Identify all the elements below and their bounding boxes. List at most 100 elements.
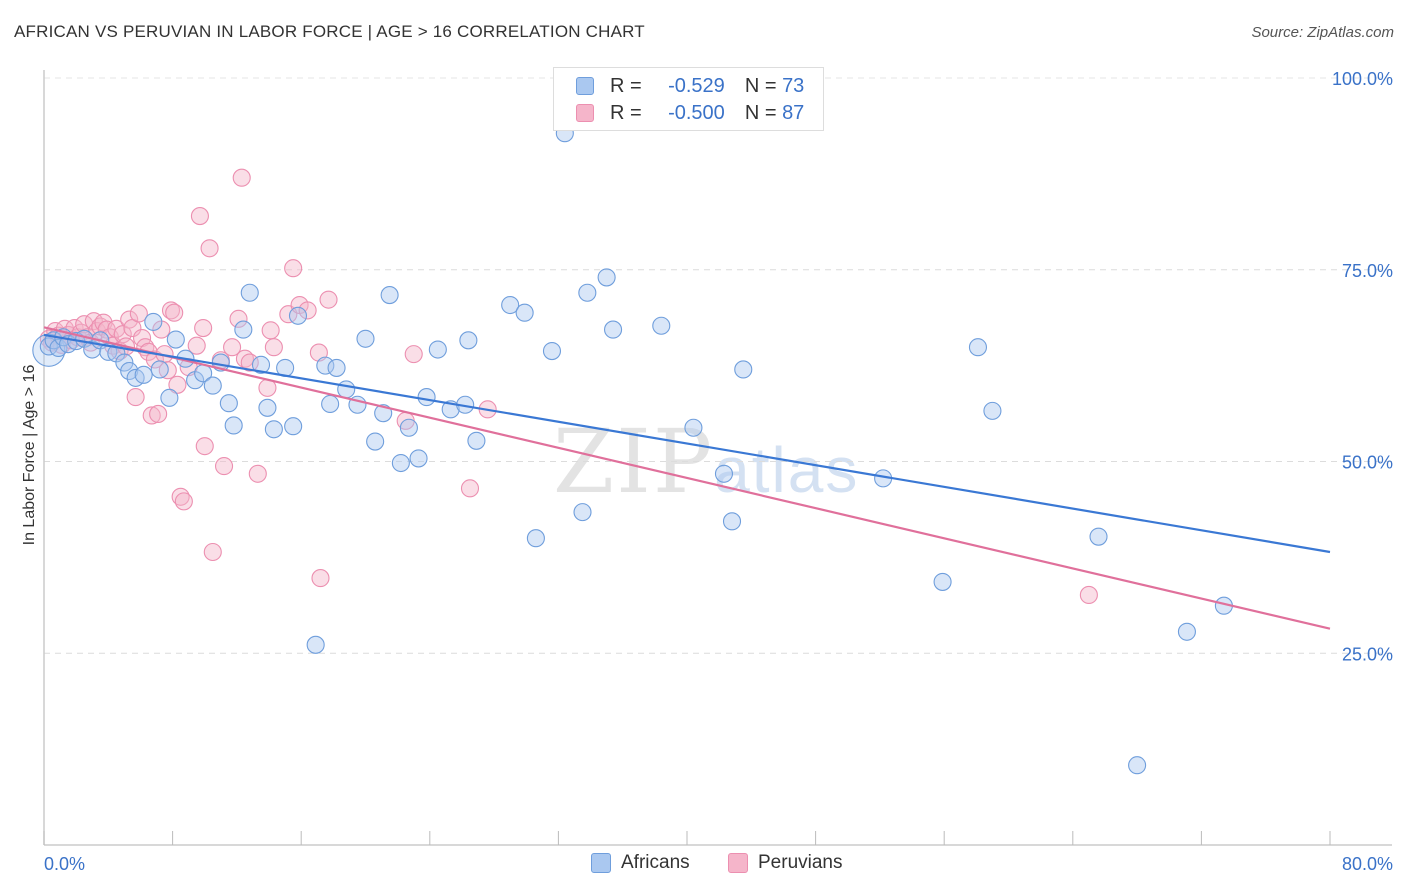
r-value: -0.500	[668, 101, 725, 124]
tick-labels: 25.0% 50.0% 75.0% 100.0% 0.0% 80.0%	[44, 69, 1393, 874]
african-point	[1128, 756, 1147, 775]
peruvian-point	[460, 479, 480, 498]
african-point	[722, 512, 742, 531]
peruvian-point	[195, 437, 214, 456]
r-label: R =	[610, 74, 642, 97]
african-point	[337, 380, 356, 399]
african-point	[134, 365, 153, 384]
african-point	[1089, 527, 1108, 546]
african-point	[374, 404, 393, 423]
african-point	[234, 320, 253, 339]
african-point	[968, 338, 988, 357]
peruvian-point	[284, 259, 303, 278]
african-point	[160, 388, 179, 407]
african-point	[684, 418, 703, 437]
african-point	[144, 312, 163, 331]
peruvian-point	[187, 336, 206, 355]
peruvian-point	[264, 338, 283, 357]
africans-swatch	[576, 77, 594, 95]
peruvian-point	[240, 353, 259, 372]
african-point	[380, 286, 399, 305]
peruvian-point	[248, 464, 267, 483]
african-point	[467, 431, 486, 450]
african-point	[366, 432, 385, 451]
y-tick-label: 75.0%	[1342, 261, 1393, 281]
african-point	[428, 340, 447, 359]
peruvian-point	[161, 301, 181, 320]
watermark-atlas: atlas	[714, 434, 860, 506]
n-label: N =	[744, 74, 777, 97]
africans-swatch	[591, 853, 611, 873]
peruvian-point	[126, 388, 145, 407]
african-point	[316, 356, 335, 375]
african-point	[578, 283, 597, 302]
african-point	[264, 420, 283, 439]
african-point	[652, 316, 671, 335]
african-point	[288, 306, 308, 325]
y-tick-label: 25.0%	[1342, 644, 1393, 664]
african-point	[933, 572, 952, 591]
source-label: Source: ZipAtlas.com	[1251, 24, 1394, 41]
r-value: -0.529	[668, 74, 725, 97]
african-point	[526, 529, 545, 548]
african-point	[734, 360, 753, 379]
peruvians-swatch	[728, 853, 748, 873]
legend-row-africans: R = -0.529 N = 73	[576, 74, 804, 98]
african-point	[49, 338, 68, 358]
y-tick-label: 100.0%	[1332, 69, 1393, 89]
x-tick-label: 80.0%	[1342, 854, 1393, 874]
axes	[43, 70, 1392, 846]
african-point	[203, 376, 222, 395]
peruvian-point	[309, 343, 328, 362]
r-label: R =	[610, 101, 642, 124]
african-point	[391, 453, 410, 473]
peruvian-point	[142, 406, 161, 425]
peruvian-point	[311, 569, 330, 588]
peruvian-point	[190, 207, 209, 226]
peruvian-point	[319, 290, 338, 309]
x-tick-label: 0.0%	[44, 854, 85, 874]
african-point	[501, 295, 520, 315]
legend-item-peruvians[interactable]: Peruvians	[728, 852, 843, 874]
legend-item-africans[interactable]: Africans	[591, 852, 690, 874]
series-legend: Africans Peruvians	[0, 852, 1406, 876]
african-point	[542, 342, 562, 361]
legend-label-peruvians: Peruvians	[758, 852, 843, 873]
chart-title: AFRICAN VS PERUVIAN IN LABOR FORCE | AGE…	[14, 22, 645, 41]
peruvian-point	[404, 345, 423, 364]
peruvian-point	[149, 404, 168, 423]
correlation-legend: R = -0.529 N = 73 R = -0.500 N = 87	[553, 67, 824, 131]
african-point	[597, 268, 616, 287]
african-point	[284, 417, 303, 436]
peruvian-point	[200, 239, 219, 258]
legend-label-africans: Africans	[621, 852, 690, 873]
african-point	[604, 320, 623, 339]
african-point	[251, 355, 271, 374]
african-point	[240, 283, 259, 302]
peruvian-point	[214, 457, 234, 476]
african-point	[573, 503, 592, 522]
african-point	[39, 337, 58, 356]
n-label: N =	[744, 101, 777, 124]
peruvian-point	[168, 375, 187, 394]
african-point	[219, 394, 238, 413]
african-point	[409, 449, 428, 468]
peruvian-point	[129, 304, 148, 323]
peruvian-point	[223, 338, 242, 357]
african-point	[356, 329, 375, 348]
african-point	[714, 464, 734, 483]
african-point	[166, 330, 185, 349]
african-point	[1177, 622, 1196, 641]
african-point	[321, 394, 340, 414]
n-value: 87	[782, 101, 805, 124]
peruvian-point	[174, 492, 193, 511]
african-point	[150, 360, 169, 379]
peruvian-point	[194, 318, 213, 338]
peruvian-point	[203, 542, 222, 562]
african-point	[417, 388, 436, 407]
african-point	[327, 358, 346, 377]
peruvians-trend-line	[43, 326, 1331, 630]
peruvian-point	[1079, 585, 1098, 605]
y-tick-label: 50.0%	[1342, 453, 1393, 473]
